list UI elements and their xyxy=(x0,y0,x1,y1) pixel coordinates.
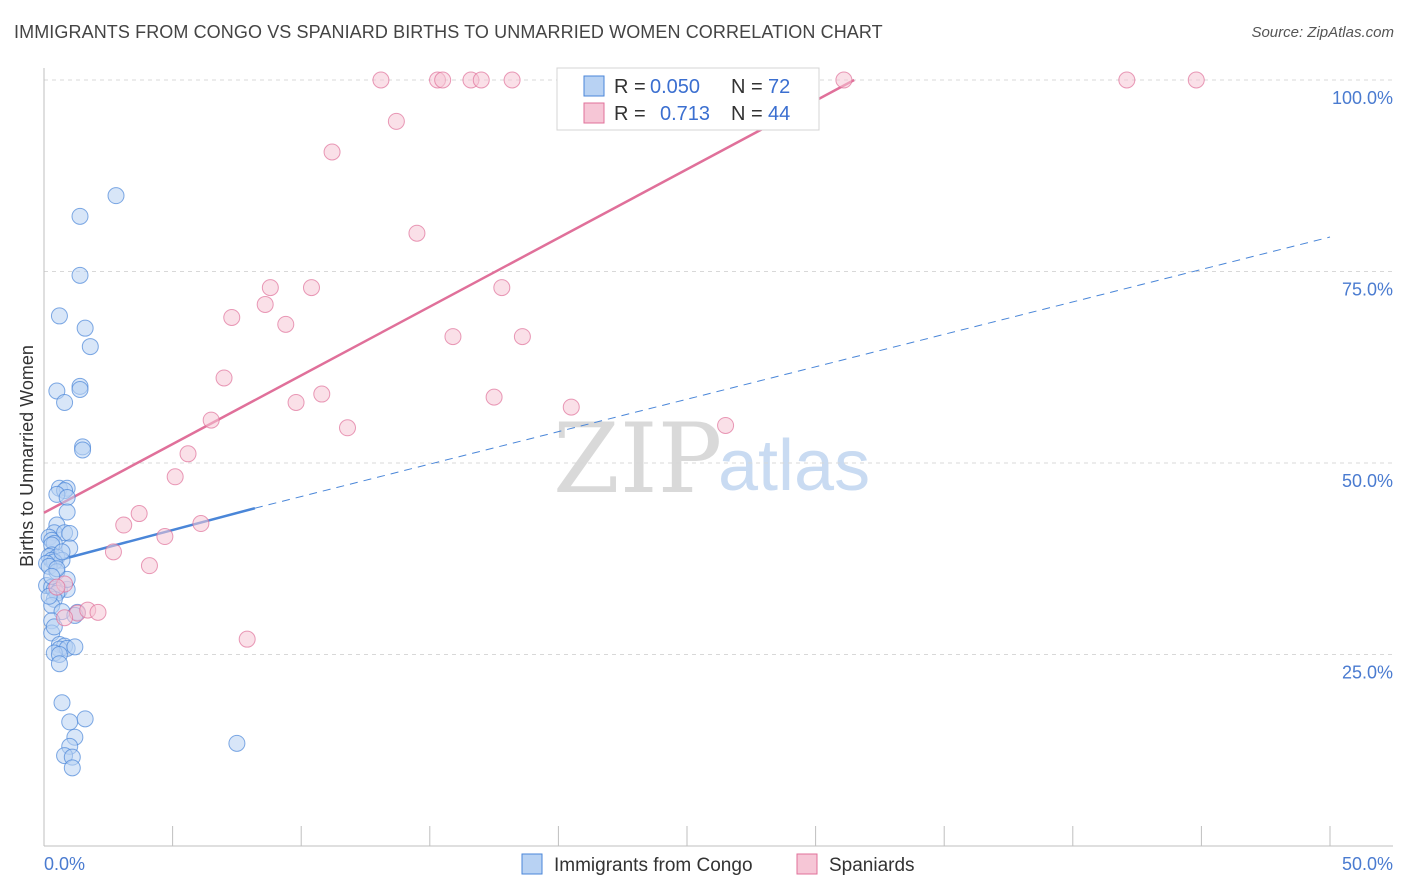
data-point-congo xyxy=(71,266,89,284)
legend-r-value-congo: 0.050 xyxy=(650,76,700,98)
data-point-congo xyxy=(66,638,84,656)
legend-r-label-congo: R = xyxy=(614,76,646,98)
y-tick-label-layer: 25.0% 50.0% 75.0% 100.0% xyxy=(1332,88,1393,683)
data-point-spaniards xyxy=(56,609,74,627)
grid-layer xyxy=(44,79,1393,655)
data-point-congo xyxy=(76,710,94,728)
bottom-legend-label-spaniards: Spaniards xyxy=(829,855,915,876)
data-point-congo xyxy=(81,338,99,356)
data-point-spaniards xyxy=(513,328,531,346)
data-point-spaniards xyxy=(302,279,320,297)
y-tick-label-50: 50.0% xyxy=(1342,471,1393,491)
watermark-atlas: atlas xyxy=(718,426,870,506)
legend-n-value-congo: 72 xyxy=(768,76,790,98)
data-point-congo xyxy=(71,207,89,225)
data-point-spaniards xyxy=(192,515,210,533)
y-axis-title: Births to Unmarried Women xyxy=(17,345,37,567)
data-point-spaniards xyxy=(215,369,233,387)
legend-n-label-spaniards: N = xyxy=(731,103,763,125)
data-point-spaniards xyxy=(387,112,405,130)
legend-r-label-spaniards: R = xyxy=(614,103,646,125)
legend-r-value-spaniards: 0.713 xyxy=(660,103,710,125)
data-point-congo xyxy=(61,524,79,542)
data-point-spaniards xyxy=(256,295,274,313)
data-point-spaniards xyxy=(408,224,426,242)
data-point-spaniards xyxy=(835,71,853,89)
y-tick-label-100: 100.0% xyxy=(1332,88,1393,108)
data-point-congo xyxy=(61,713,79,731)
data-point-spaniards xyxy=(1118,71,1136,89)
data-point-spaniards xyxy=(238,630,256,648)
bottom-legend-swatch-spaniards xyxy=(796,853,818,875)
legend-swatch-congo xyxy=(583,75,605,97)
data-point-spaniards xyxy=(323,143,341,161)
watermark-zip: ZIP xyxy=(553,403,722,515)
data-point-spaniards xyxy=(338,419,356,437)
chart-title: IMMIGRANTS FROM CONGO VS SPANIARD BIRTHS… xyxy=(14,22,883,42)
data-point-spaniards xyxy=(261,279,279,297)
x-tick-layer xyxy=(43,826,1331,846)
data-point-spaniards xyxy=(130,505,148,523)
y-tick-label-75: 75.0% xyxy=(1342,280,1393,300)
data-point-spaniards xyxy=(223,308,241,326)
y-tick-label-25: 25.0% xyxy=(1342,663,1393,683)
data-point-congo xyxy=(50,655,68,673)
bottom-legend-swatch-congo xyxy=(521,853,543,875)
axis-layer xyxy=(43,68,1393,847)
data-point-congo xyxy=(71,380,89,398)
data-point-congo xyxy=(74,441,92,459)
data-point-congo xyxy=(53,543,71,561)
x-tick-label-min: 0.0% xyxy=(44,854,85,874)
trend-layer xyxy=(43,78,1331,566)
data-point-spaniards xyxy=(104,543,122,561)
data-point-spaniards xyxy=(717,416,735,434)
data-point-congo xyxy=(228,734,246,752)
legend-n-value-spaniards: 44 xyxy=(768,103,790,125)
data-point-congo xyxy=(50,307,68,325)
data-point-spaniards xyxy=(562,398,580,416)
legend-swatch-spaniards xyxy=(583,102,605,124)
data-point-congo xyxy=(56,393,74,411)
data-point-spaniards xyxy=(277,315,295,333)
data-point-spaniards xyxy=(444,328,462,346)
data-point-spaniards xyxy=(485,388,503,406)
trendline-spaniards xyxy=(43,78,855,514)
data-point-spaniards xyxy=(313,385,331,403)
points-layer xyxy=(38,71,1205,777)
data-point-spaniards xyxy=(1187,71,1205,89)
data-point-spaniards xyxy=(89,603,107,621)
source-credit: Source: ZipAtlas.com xyxy=(1251,24,1394,41)
data-point-spaniards xyxy=(179,445,197,463)
data-point-spaniards xyxy=(115,516,133,534)
data-point-congo xyxy=(63,759,81,777)
data-point-spaniards xyxy=(493,279,511,297)
data-point-congo xyxy=(76,319,94,337)
data-point-congo xyxy=(53,694,71,712)
trendline-congo xyxy=(43,506,256,566)
data-point-spaniards xyxy=(434,71,452,89)
data-point-spaniards xyxy=(472,71,490,89)
data-point-congo xyxy=(58,503,76,521)
legend: R = 0.050 N = 72 R = 0.713 N = 44 xyxy=(556,67,820,131)
bottom-legend-label-congo: Immigrants from Congo xyxy=(554,855,753,876)
data-point-spaniards xyxy=(166,468,184,486)
data-point-spaniards xyxy=(48,578,66,596)
data-point-spaniards xyxy=(156,528,174,546)
legend-n-label-congo: N = xyxy=(731,76,763,98)
data-point-congo xyxy=(107,187,125,205)
data-point-spaniards xyxy=(372,71,390,89)
bottom-legend: Immigrants from Congo Spaniards xyxy=(521,853,915,876)
trendline-congo-extension xyxy=(254,236,1331,509)
data-point-spaniards xyxy=(140,557,158,575)
data-point-spaniards xyxy=(503,71,521,89)
data-point-congo xyxy=(58,488,76,506)
x-tick-label-max: 50.0% xyxy=(1342,854,1393,874)
data-point-spaniards xyxy=(287,393,305,411)
data-point-spaniards xyxy=(202,411,220,429)
